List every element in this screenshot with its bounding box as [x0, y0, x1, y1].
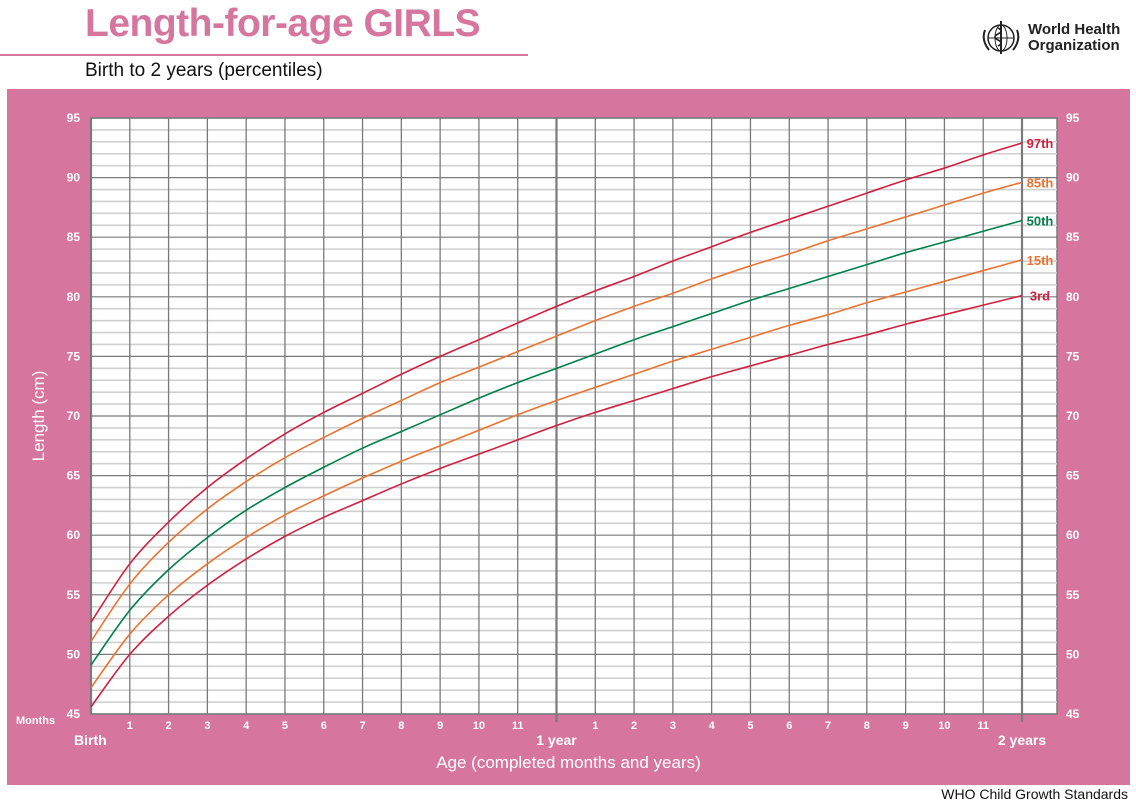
y-tick-left: 80 [67, 290, 81, 304]
y-axis-label: Length (cm) [29, 371, 48, 462]
x-tick: 9 [903, 720, 909, 732]
y-tick-left: 75 [67, 349, 81, 363]
y-tick-left: 45 [67, 707, 81, 721]
x-milestone-label: 2 years [998, 732, 1046, 748]
y-tick-left: 85 [67, 230, 81, 244]
x-tick: 1 [127, 720, 133, 732]
x-tick: 8 [398, 720, 404, 732]
x-tick: 6 [786, 720, 792, 732]
x-tick: 5 [282, 720, 288, 732]
x-tick: 4 [243, 720, 250, 732]
x-tick: 3 [670, 720, 676, 732]
x-tick: 2 [166, 720, 172, 732]
x-tick: 6 [321, 720, 327, 732]
y-tick-right: 70 [1066, 409, 1080, 423]
x-tick: 11 [512, 720, 524, 732]
percentile-curve-15th [90, 259, 1023, 689]
x-milestone-label: Birth [74, 732, 107, 748]
who-logo: World Health Organization [978, 18, 1120, 58]
percentile-curve-97th [90, 142, 1023, 623]
x-tick: 10 [473, 720, 485, 732]
y-tick-right: 75 [1066, 349, 1080, 363]
percentile-label: 97th [1027, 136, 1054, 151]
x-tick: 7 [359, 720, 365, 732]
y-tick-right: 60 [1066, 528, 1080, 542]
y-tick-left: 65 [67, 469, 81, 483]
y-tick-left: 50 [67, 647, 81, 661]
x-tick: 8 [864, 720, 870, 732]
y-tick-left: 60 [67, 528, 81, 542]
title-divider [0, 54, 528, 56]
y-tick-left: 95 [67, 111, 81, 125]
x-tick: 10 [938, 720, 950, 732]
x-tick: 5 [747, 720, 753, 732]
y-tick-right: 55 [1066, 588, 1080, 602]
y-tick-right: 45 [1066, 707, 1080, 721]
percentile-curve-3rd [90, 294, 1023, 708]
x-tick: 1 [592, 720, 598, 732]
y-tick-right: 50 [1066, 647, 1080, 661]
y-tick-right: 80 [1066, 290, 1080, 304]
who-emblem-icon [982, 21, 1020, 54]
source-footer: WHO Child Growth Standards [941, 786, 1128, 802]
x-milestone-label: 1 year [536, 732, 577, 748]
percentile-label: 3rd [1030, 289, 1050, 304]
y-tick-left: 70 [67, 409, 81, 423]
percentile-curve-85th [90, 181, 1023, 642]
x-tick: 11 [977, 720, 989, 732]
x-tick: 3 [204, 720, 210, 732]
y-tick-right: 95 [1066, 111, 1080, 125]
chart-title: Length-for-age GIRLS [85, 2, 481, 45]
y-tick-right: 65 [1066, 469, 1080, 483]
y-tick-left: 55 [67, 588, 81, 602]
who-name: World Health Organization [1028, 21, 1121, 54]
y-tick-right: 85 [1066, 230, 1080, 244]
x-tick: 4 [709, 720, 716, 732]
percentile-label: 50th [1027, 214, 1054, 229]
x-unit-label: Months [16, 715, 55, 727]
chart-subtitle: Birth to 2 years (percentiles) [85, 60, 323, 81]
x-tick: 7 [825, 720, 831, 732]
y-tick-right: 90 [1066, 171, 1080, 185]
percentile-label: 15th [1027, 253, 1054, 268]
percentile-label: 85th [1027, 175, 1054, 190]
x-tick: 9 [437, 720, 443, 732]
percentile-curve-50th [90, 219, 1023, 666]
y-tick-left: 90 [67, 171, 81, 185]
x-axis-label: Age (completed months and years) [436, 753, 701, 772]
x-tick: 2 [631, 720, 637, 732]
